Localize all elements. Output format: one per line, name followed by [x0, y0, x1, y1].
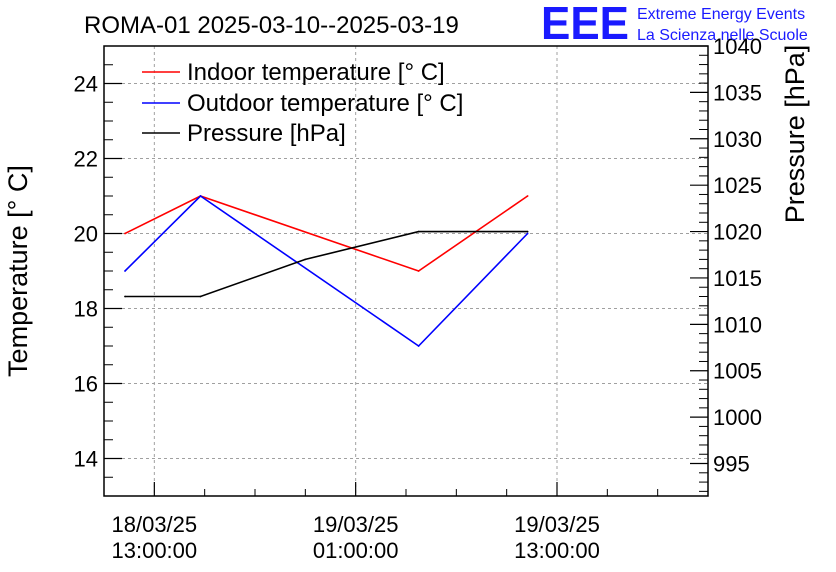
data-point-2	[124, 295, 126, 298]
y-tick-label: 16	[74, 372, 98, 397]
tick-labels: 14161820222418/03/2513:00:0019/03/2501:0…	[74, 34, 762, 563]
y2-tick-label: 1015	[713, 266, 762, 291]
legend-label-outdoor: Outdoor temperature [° C]	[187, 90, 463, 117]
x-tick-date: 19/03/25	[514, 512, 600, 537]
data-point-1	[124, 270, 126, 272]
y-tick-label: 14	[74, 447, 98, 472]
y2-tick-label: 1010	[713, 312, 762, 337]
data-point-0	[417, 270, 420, 272]
eee-logo: EEE Extreme Energy Events La Scienza nel…	[541, 0, 808, 49]
y2-axis-label: Pressure [hPa]	[780, 45, 810, 224]
data-point-2	[304, 258, 307, 261]
y2-tick-label: 1000	[713, 405, 762, 430]
x-tick-time: 13:00:00	[514, 538, 600, 563]
data-point-2	[417, 230, 420, 233]
logo-line1: Extreme Energy Events	[637, 6, 805, 23]
y2-tick-label: 1025	[713, 173, 762, 198]
data-point-1	[526, 232, 529, 235]
data-point-1	[417, 345, 420, 347]
y2-tick-label: 995	[713, 452, 750, 477]
y-axis-label: Temperature [° C]	[3, 165, 33, 377]
data-point-2	[199, 295, 202, 298]
x-tick-date: 18/03/25	[112, 512, 198, 537]
logo-line2: La Scienza nelle Scuole	[637, 27, 808, 44]
axis-ticks	[103, 45, 709, 497]
series-line-0	[124, 195, 529, 272]
x-tick-time: 01:00:00	[313, 538, 399, 563]
data-point-0	[124, 232, 126, 235]
y-tick-label: 20	[74, 222, 98, 247]
series-line-1	[124, 194, 529, 348]
legend-label-pressure: Pressure [hPa]	[187, 120, 346, 147]
series-line-2	[125, 230, 528, 298]
logo-mark: EEE	[541, 0, 629, 49]
x-tick-time: 13:00:00	[112, 538, 198, 563]
legend: Indoor temperature [° C] Outdoor tempera…	[142, 59, 463, 147]
legend-label-indoor: Indoor temperature [° C]	[187, 59, 445, 86]
y2-tick-label: 1030	[713, 127, 762, 152]
data-point-2	[526, 230, 529, 233]
y2-tick-label: 1020	[713, 220, 762, 245]
y2-tick-label: 1040	[713, 34, 762, 59]
grid-lines	[104, 46, 708, 496]
x-tick-date: 19/03/25	[313, 512, 399, 537]
data-point-1	[199, 195, 202, 197]
y-tick-label: 18	[74, 297, 98, 322]
series-lines	[124, 194, 529, 348]
y-tick-label: 22	[74, 147, 98, 172]
y2-tick-label: 1005	[713, 359, 762, 384]
data-point-0	[526, 195, 529, 197]
y-tick-label: 24	[74, 72, 98, 97]
y2-tick-label: 1035	[713, 80, 762, 105]
chart-title: ROMA-01 2025-03-10--2025-03-19	[84, 12, 459, 39]
